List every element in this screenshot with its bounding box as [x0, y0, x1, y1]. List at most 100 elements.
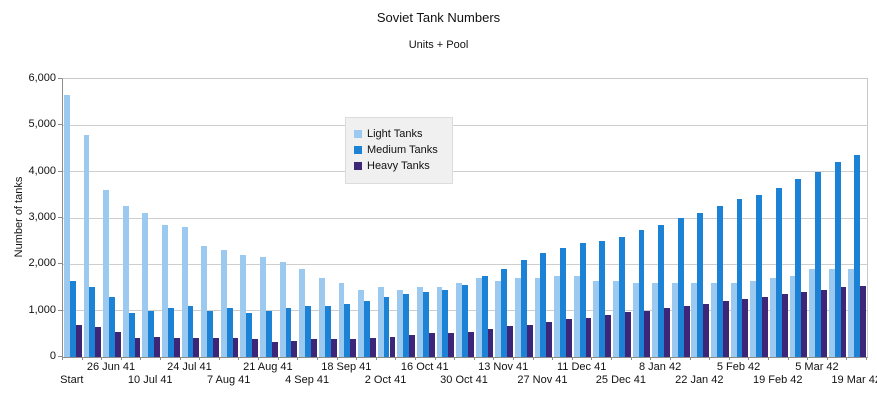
bar-light-tanks-11 [260, 257, 266, 357]
bar-light-tanks-12 [279, 262, 286, 357]
bar-heavy-tanks-32 [683, 306, 690, 357]
heavy-tanks-swatch [354, 162, 362, 170]
x-axis-tick [571, 357, 573, 360]
bar-light-tanks-33 [691, 283, 698, 357]
x-axis-label-7-aug-41: 7 Aug 41 [206, 374, 251, 386]
x-axis-tick [826, 357, 828, 360]
bar-heavy-tanks-40 [840, 287, 847, 357]
y-axis-tick [58, 309, 62, 311]
y-axis-tick [58, 170, 62, 172]
bar-light-tanks-23 [495, 281, 502, 357]
bar-heavy-tanks-36 [762, 297, 768, 357]
bar-medium-tanks-13 [305, 306, 312, 357]
bar-medium-tanks-30 [638, 230, 645, 357]
x-axis-tick [689, 357, 691, 360]
bar-medium-tanks-36 [756, 195, 763, 357]
x-axis-tick [532, 357, 534, 360]
x-axis-tick [258, 357, 260, 360]
bar-heavy-tanks-22 [487, 329, 494, 357]
bar-light-tanks-36 [750, 281, 757, 357]
bar-heavy-tanks-1 [75, 325, 82, 357]
bar-heavy-tanks-16 [369, 338, 376, 357]
x-axis-label-18-sep-41: 18 Sep 41 [321, 361, 372, 373]
bar-medium-tanks-11 [265, 311, 272, 357]
bar-heavy-tanks-34 [722, 301, 729, 357]
x-axis-tick [493, 357, 495, 360]
bar-heavy-tanks-13 [311, 339, 317, 357]
bar-medium-tanks-28 [599, 241, 606, 357]
x-axis-label-19-mar-42: 19 Mar 42 [831, 374, 877, 386]
bar-heavy-tanks-9 [232, 338, 239, 357]
x-axis-tick [807, 357, 809, 360]
x-axis-tick [375, 357, 377, 360]
bar-light-tanks-24 [515, 278, 521, 357]
y-axis-label-5000: 5,000 [28, 118, 56, 131]
bar-medium-tanks-32 [677, 218, 684, 357]
bar-medium-tanks-22 [481, 276, 488, 357]
bar-light-tanks-35 [730, 283, 737, 357]
gridline-3000 [63, 217, 867, 219]
x-axis-tick [297, 357, 299, 360]
x-axis-label-21-aug-41: 21 Aug 41 [243, 361, 293, 373]
bar-light-tanks-29 [613, 281, 619, 357]
bar-light-tanks-30 [632, 283, 639, 357]
x-axis-label-5-feb-42: 5 Feb 42 [716, 361, 761, 373]
x-axis-tick [846, 357, 848, 360]
x-axis-tick [513, 357, 515, 360]
bar-heavy-tanks-17 [389, 337, 396, 357]
bar-light-tanks-2 [83, 135, 90, 357]
bar-medium-tanks-35 [736, 199, 743, 357]
x-axis-tick [630, 357, 632, 360]
bar-medium-tanks-9 [226, 308, 233, 357]
bar-medium-tanks-16 [364, 301, 370, 357]
bar-heavy-tanks-19 [428, 333, 435, 357]
bar-heavy-tanks-27 [585, 318, 592, 357]
bar-light-tanks-15 [338, 283, 345, 357]
bar-light-tanks-9 [220, 250, 227, 357]
bar-medium-tanks-33 [697, 213, 704, 357]
bar-medium-tanks-19 [422, 292, 429, 357]
bar-medium-tanks-24 [520, 260, 527, 357]
bar-medium-tanks-1 [69, 281, 76, 357]
bar-medium-tanks-29 [618, 237, 625, 357]
bar-light-tanks-20 [436, 287, 443, 357]
bar-medium-tanks-4 [128, 313, 135, 357]
x-axis-tick [101, 357, 103, 360]
bar-heavy-tanks-8 [213, 338, 219, 357]
bar-medium-tanks-7 [187, 306, 194, 357]
x-axis-tick [62, 357, 63, 360]
x-axis-tick [591, 357, 593, 360]
bar-heavy-tanks-29 [624, 312, 631, 357]
bar-heavy-tanks-7 [193, 338, 200, 357]
x-axis-label-27-nov-41: 27 Nov 41 [517, 374, 568, 386]
x-axis-tick [748, 357, 750, 360]
y-axis-tick [58, 356, 62, 357]
x-axis-tick [650, 357, 652, 360]
bar-light-tanks-18 [397, 290, 404, 357]
x-axis-tick [336, 357, 338, 360]
bar-medium-tanks-40 [834, 162, 841, 357]
bar-light-tanks-4 [122, 206, 129, 357]
bar-medium-tanks-38 [795, 179, 802, 357]
bar-heavy-tanks-11 [271, 342, 278, 357]
x-axis-label-5-mar-42: 5 Mar 42 [795, 361, 839, 373]
x-axis-label-22-jan-42: 22 Jan 42 [675, 374, 724, 386]
x-axis-tick [316, 357, 318, 360]
x-axis-tick [767, 357, 769, 360]
bar-heavy-tanks-23 [507, 326, 514, 357]
bar-light-tanks-8 [201, 246, 208, 357]
bar-light-tanks-3 [103, 190, 110, 357]
bar-heavy-tanks-5 [154, 337, 161, 357]
bar-heavy-tanks-41 [860, 286, 866, 357]
bar-heavy-tanks-31 [664, 308, 670, 357]
y-axis-tick [58, 263, 62, 265]
x-axis-label-11-dec-41: 11 Dec 41 [556, 361, 607, 373]
bar-medium-tanks-23 [501, 269, 508, 357]
bar-heavy-tanks-28 [605, 315, 612, 357]
bar-medium-tanks-15 [344, 304, 351, 357]
x-axis-label-26-jun-41: 26 Jun 41 [86, 361, 136, 373]
x-axis-label-24-jul-41: 24 Jul 41 [167, 361, 212, 373]
bar-light-tanks-38 [789, 276, 796, 357]
bar-medium-tanks-12 [285, 308, 292, 357]
